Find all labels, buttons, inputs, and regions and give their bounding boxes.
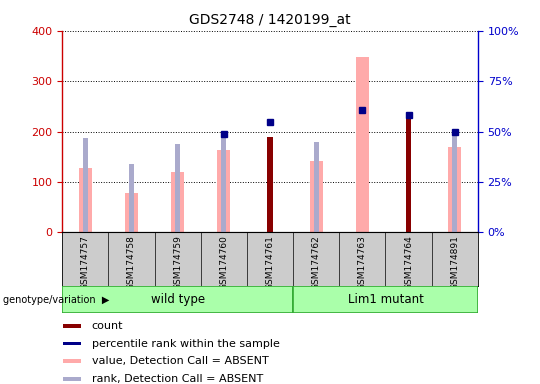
Text: GSM174763: GSM174763: [358, 235, 367, 290]
Text: GSM174891: GSM174891: [450, 235, 460, 290]
Bar: [267, 137, 273, 232]
Bar: [448, 147, 461, 232]
Text: rank, Detection Call = ABSENT: rank, Detection Call = ABSENT: [92, 374, 263, 384]
Text: percentile rank within the sample: percentile rank within the sample: [92, 339, 280, 349]
Bar: [83, 137, 87, 232]
Bar: [79, 168, 92, 232]
Bar: [171, 172, 184, 232]
Bar: [406, 115, 411, 232]
Bar: [63, 341, 82, 346]
Bar: [314, 142, 319, 232]
Bar: [125, 193, 138, 232]
Bar: [63, 324, 82, 328]
Title: GDS2748 / 1420199_at: GDS2748 / 1420199_at: [189, 13, 351, 27]
Bar: [293, 286, 478, 313]
Text: GSM174757: GSM174757: [80, 235, 90, 290]
Text: wild type: wild type: [151, 293, 205, 306]
Bar: [356, 57, 369, 232]
Text: count: count: [92, 321, 123, 331]
Text: genotype/variation  ▶: genotype/variation ▶: [3, 295, 109, 305]
Text: GSM174761: GSM174761: [266, 235, 274, 290]
Text: GSM174758: GSM174758: [127, 235, 136, 290]
Bar: [453, 132, 457, 232]
Bar: [129, 164, 134, 232]
Text: GSM174760: GSM174760: [219, 235, 228, 290]
Bar: [63, 359, 82, 363]
Text: GSM174762: GSM174762: [312, 235, 321, 290]
Text: Lim1 mutant: Lim1 mutant: [348, 293, 423, 306]
Bar: [63, 377, 82, 381]
Text: GSM174759: GSM174759: [173, 235, 182, 290]
Bar: [176, 144, 180, 232]
Bar: [217, 150, 230, 232]
Text: value, Detection Call = ABSENT: value, Detection Call = ABSENT: [92, 356, 268, 366]
Bar: [221, 134, 226, 232]
Bar: [310, 161, 323, 232]
Bar: [62, 286, 293, 313]
Text: GSM174764: GSM174764: [404, 235, 413, 290]
